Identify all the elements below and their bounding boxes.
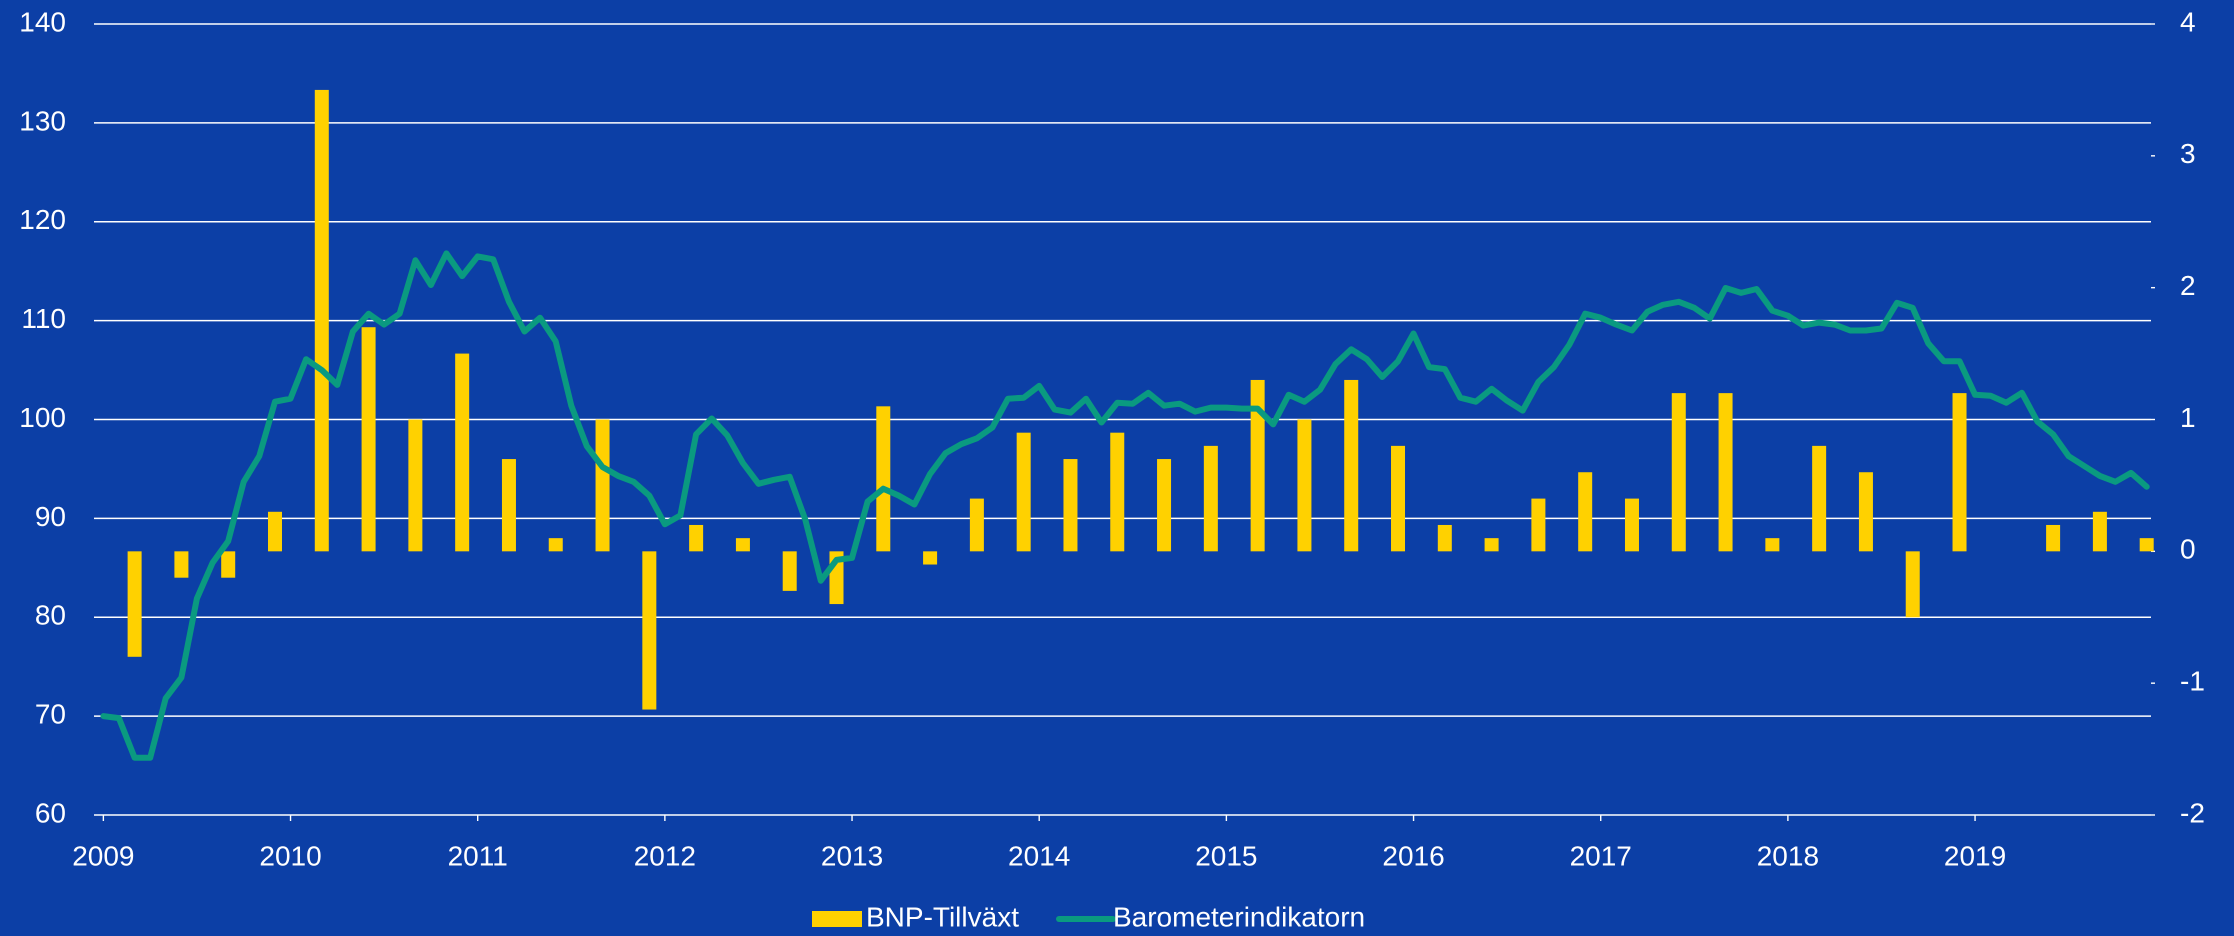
- y2-tick-label: 0: [2180, 534, 2196, 565]
- bar: [1203, 445, 1218, 552]
- x-tick-label: 2013: [821, 840, 883, 871]
- x-tick-label: 2014: [1008, 840, 1070, 871]
- x-tick-label: 2019: [1944, 840, 2006, 871]
- y2-tick-label: 1: [2180, 402, 2196, 433]
- y2-tick-label: 4: [2180, 6, 2196, 37]
- bar: [2092, 511, 2107, 552]
- bar: [1671, 393, 1686, 552]
- y-tick-label: 80: [35, 600, 66, 631]
- bar: [174, 551, 189, 578]
- y-tick-label: 130: [19, 105, 66, 136]
- legend-label: Barometerindikatorn: [1113, 901, 1365, 932]
- bar: [782, 551, 797, 591]
- y-tick-label: 100: [19, 402, 66, 433]
- bar: [1110, 432, 1125, 552]
- bar: [1391, 445, 1406, 552]
- bar: [548, 538, 563, 552]
- bar: [1063, 459, 1078, 552]
- y-tick-label: 120: [19, 204, 66, 235]
- bar: [923, 551, 938, 565]
- y-tick-label: 60: [35, 797, 66, 828]
- x-tick-label: 2011: [448, 840, 508, 871]
- y2-tick-label: -1: [2180, 666, 2205, 697]
- bar: [1250, 379, 1265, 552]
- y2-tick-label: 3: [2180, 138, 2196, 169]
- y2-tick-label: 2: [2180, 270, 2196, 301]
- bar: [1016, 432, 1031, 552]
- bar: [455, 353, 470, 552]
- bar: [1344, 379, 1359, 552]
- bar: [1484, 538, 1499, 552]
- bar: [314, 89, 329, 552]
- bar: [1905, 551, 1920, 618]
- x-tick-label: 2009: [72, 840, 134, 871]
- bar: [642, 551, 657, 710]
- bar: [501, 459, 516, 552]
- bar: [1858, 472, 1873, 552]
- bar: [1624, 498, 1639, 552]
- x-tick-label: 2017: [1570, 840, 1632, 871]
- bar: [1765, 538, 1780, 552]
- bar: [1437, 524, 1452, 552]
- bar: [267, 511, 282, 552]
- bar: [1297, 419, 1312, 552]
- y-tick-label: 90: [35, 501, 66, 532]
- x-tick-label: 2010: [259, 840, 321, 871]
- bar: [735, 538, 750, 552]
- y-tick-label: 70: [35, 699, 66, 730]
- x-tick-label: 2018: [1757, 840, 1819, 871]
- bar: [221, 551, 236, 578]
- bar: [127, 551, 142, 657]
- bar: [969, 498, 984, 552]
- bar: [1952, 393, 1967, 552]
- bar: [1812, 445, 1827, 552]
- bar: [361, 327, 376, 552]
- bar: [408, 419, 423, 552]
- y2-tick-label: -2: [2180, 797, 2205, 828]
- bar: [2046, 524, 2061, 552]
- x-tick-label: 2016: [1382, 840, 1444, 871]
- legend-swatch: [812, 911, 862, 927]
- bar: [2139, 538, 2154, 552]
- x-tick-label: 2012: [634, 840, 696, 871]
- bar: [1157, 459, 1172, 552]
- bar: [1578, 472, 1593, 552]
- bar: [595, 419, 610, 552]
- y-tick-label: 140: [19, 6, 66, 37]
- line: [100, 250, 2150, 761]
- bar: [689, 524, 704, 552]
- legend-label: BNP-Tillväxt: [866, 901, 1019, 932]
- y-tick-label: 110: [21, 303, 66, 334]
- x-tick-label: 2015: [1195, 840, 1257, 871]
- bar: [876, 406, 891, 552]
- bar: [1718, 393, 1733, 552]
- bar: [1531, 498, 1546, 552]
